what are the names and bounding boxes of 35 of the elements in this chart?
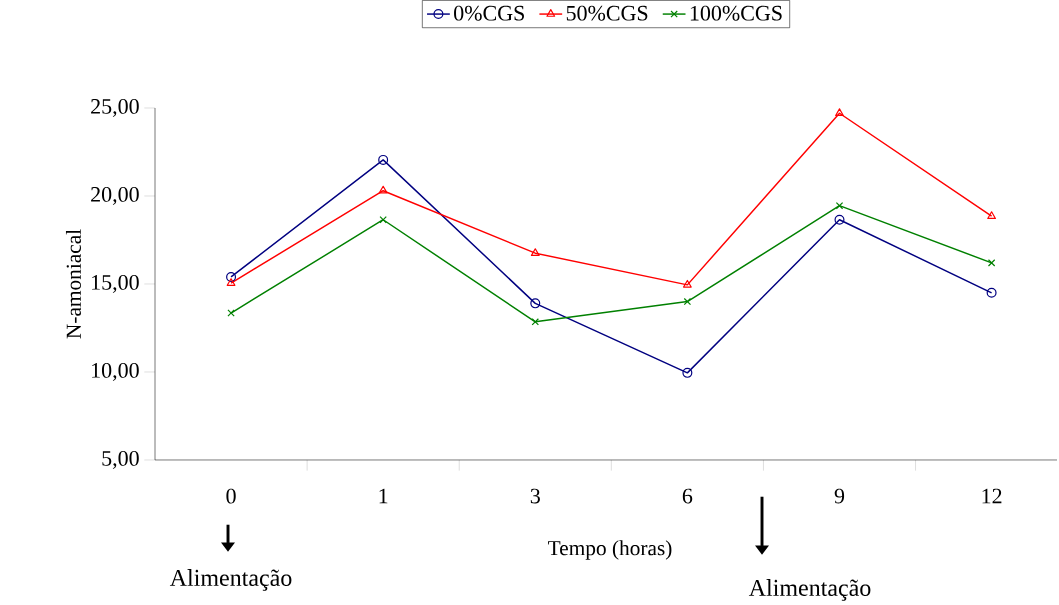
x-tick-label: 12: [982, 488, 1002, 504]
point: [530, 248, 540, 256]
legend-label: 50%CGS: [566, 5, 648, 21]
point: [682, 279, 692, 288]
x-axis-title: Tempo (horas): [548, 540, 672, 560]
text: Alimentação: [748, 579, 871, 601]
legend-label: 0%CGS: [454, 5, 524, 21]
x-tick-label: 3: [530, 488, 540, 504]
point: [378, 185, 388, 194]
text: Alimentação: [169, 569, 292, 591]
y-tick-label: 5,00: [102, 450, 139, 469]
point: [835, 108, 844, 117]
x-tick-label: 1: [379, 488, 388, 504]
point: [682, 367, 693, 378]
y-tick-label: 25,00: [91, 98, 139, 117]
point: [987, 211, 997, 220]
y-tick-label: 10,00: [92, 362, 139, 381]
y-tick-label: 20,00: [91, 186, 139, 205]
y-axis-title: N-amoniacal: [65, 229, 81, 339]
point: [835, 201, 844, 210]
point: [226, 271, 237, 282]
point: [986, 287, 997, 298]
point: [378, 154, 389, 165]
point: [987, 259, 996, 267]
point: [683, 297, 692, 306]
point: [834, 214, 845, 225]
point: [379, 216, 387, 224]
point: [531, 318, 539, 326]
legend-label: 100%CGS: [690, 5, 782, 21]
x-tick-label: 9: [834, 488, 845, 504]
point: [226, 278, 236, 286]
y-tick-label: 15,00: [92, 274, 139, 293]
point: [530, 298, 541, 309]
x-tick-label: 6: [682, 488, 693, 504]
x-tick-label: 0: [226, 488, 236, 504]
